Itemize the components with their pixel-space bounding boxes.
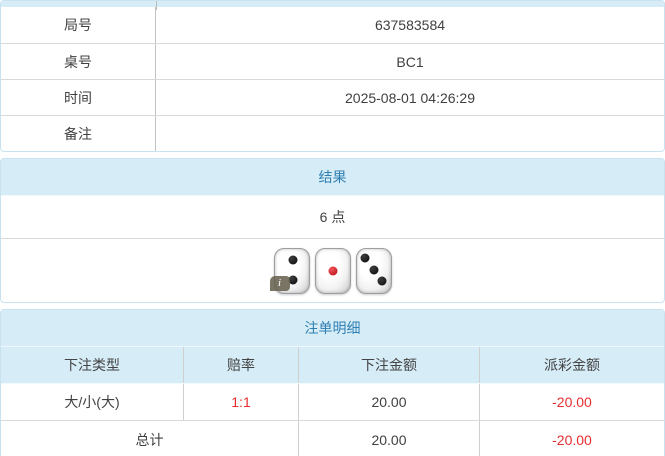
result-card: 结果 6 点 i (0, 158, 665, 303)
game-number-value: 637583584 (374, 17, 446, 33)
game-number-row: 局号 637583584 (1, 7, 664, 43)
column-divider (156, 1, 157, 10)
table-number-row: 桌号 BC1 (1, 43, 664, 79)
dice-strip: i (269, 247, 392, 294)
time-label: 时间 (1, 80, 156, 115)
die-pip (369, 265, 378, 275)
die-pip (360, 253, 370, 263)
payout-amount-value: -20.00 (479, 384, 664, 420)
die-3-image (355, 247, 392, 294)
col-header-bet-amount: 下注金额 (298, 347, 479, 383)
game-number-label: 局号 (1, 7, 156, 43)
truncated-header-band (1, 1, 664, 10)
remark-label: 备注 (1, 116, 156, 151)
col-header-payout-amount: 派彩金额 (479, 347, 664, 383)
bet-row: 大/小(大) 1:1 20.00 -20.00 (1, 384, 664, 421)
info-badge-icon[interactable]: i (269, 275, 290, 291)
table-number-value: BC1 (396, 53, 424, 70)
col-header-odds: 赔率 (183, 347, 298, 383)
bet-detail-header: 注单明细 (1, 310, 664, 347)
die-pip (377, 276, 387, 286)
die-pip (328, 266, 337, 276)
bet-table-header-row: 下注类型 赔率 下注金额 派彩金额 (1, 347, 664, 384)
time-row: 时间 2025-08-01 04:26:29 (1, 79, 664, 115)
remark-value (156, 116, 664, 151)
bet-detail-card: 注单明细 下注类型 赔率 下注金额 派彩金额 大/小(大) 1:1 20.00 … (0, 309, 665, 456)
bet-type-value: 大/小(大) (64, 394, 120, 410)
die-pip (288, 275, 298, 285)
die-pip (288, 255, 298, 265)
bet-amount-value: 20.00 (298, 384, 479, 420)
odds-value: 1:1 (183, 384, 298, 420)
total-label: 总计 (135, 432, 164, 448)
table-number-label: 桌号 (1, 44, 156, 79)
remark-row: 备注 (1, 115, 664, 151)
total-bet-amount: 20.00 (298, 421, 479, 456)
die-2-image (314, 247, 351, 294)
col-header-bet-type: 下注类型 (64, 357, 120, 373)
dice-row: i (1, 239, 664, 302)
time-value: 2025-08-01 04:26:29 (345, 89, 475, 106)
result-header: 结果 (1, 159, 664, 196)
game-info-card: 局号 637583584 桌号 BC1 时间 2025-08-01 04:26:… (0, 0, 665, 152)
total-payout-amount: -20.00 (479, 421, 664, 456)
total-row: 总计 20.00 -20.00 (1, 421, 664, 456)
result-points: 6 点 (1, 196, 664, 239)
